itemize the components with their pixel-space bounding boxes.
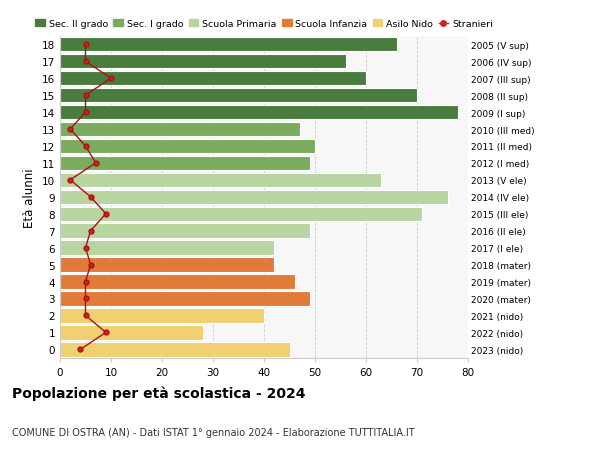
Bar (60, 224, 310, 238)
Bar (60, 291, 310, 306)
Bar (60, 123, 300, 137)
Bar (60, 55, 346, 69)
Bar (60, 325, 203, 340)
Legend: Sec. II grado, Sec. I grado, Scuola Primaria, Scuola Infanzia, Asilo Nido, Stran: Sec. II grado, Sec. I grado, Scuola Prim… (35, 20, 493, 29)
Bar (60, 89, 417, 103)
Y-axis label: Età alunni: Età alunni (23, 168, 37, 227)
Bar (60, 173, 382, 188)
Bar (60, 308, 264, 323)
Bar (60, 157, 310, 171)
Bar (60, 258, 274, 272)
Text: COMUNE DI OSTRA (AN) - Dati ISTAT 1° gennaio 2024 - Elaborazione TUTTITALIA.IT: COMUNE DI OSTRA (AN) - Dati ISTAT 1° gen… (12, 427, 415, 437)
Bar (60, 140, 315, 154)
Bar (60, 275, 295, 289)
Bar (60, 190, 448, 205)
Bar (60, 342, 290, 357)
Text: Popolazione per età scolastica - 2024: Popolazione per età scolastica - 2024 (12, 386, 305, 400)
Bar (60, 106, 458, 120)
Y-axis label: Anni di nascita: Anni di nascita (598, 154, 600, 241)
Bar (60, 72, 366, 86)
Bar (60, 241, 274, 255)
Bar (60, 207, 422, 221)
Bar (60, 38, 397, 52)
